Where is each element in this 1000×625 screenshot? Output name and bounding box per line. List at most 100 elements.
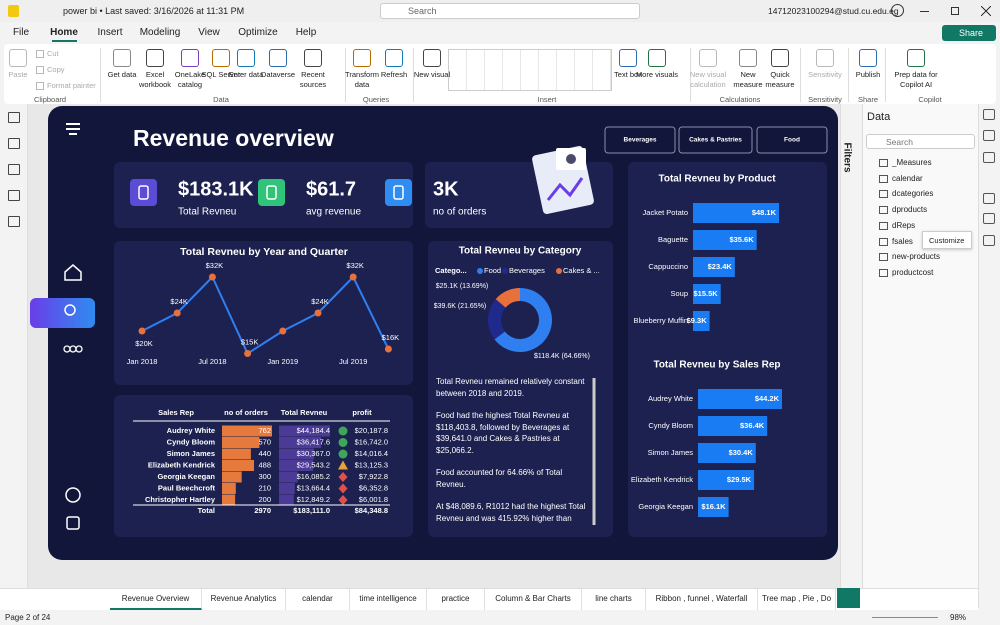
menu-item[interactable]: View [198,27,220,38]
ribbon-separator [413,48,414,102]
ribbon-item[interactable]: New measure [733,70,763,89]
nav-icon[interactable] [8,112,20,123]
ribbon-icon [739,49,757,67]
user-account[interactable]: 14712023100294@stud.cu.edu.eg [768,6,899,16]
ribbon-item[interactable]: Publish [855,70,881,79]
ribbon-item[interactable]: Paste [8,70,28,79]
page-tab[interactable]: Column & Bar Charts [485,589,582,610]
avatar[interactable] [891,4,904,17]
ribbon-item[interactable]: Copy [47,65,65,74]
share-text: Share [959,28,984,38]
tab-bar [0,588,978,610]
field-icon [879,268,888,277]
ribbon-group-label: Copilot [918,95,942,104]
nav-icon[interactable] [8,216,20,227]
pane-icon[interactable] [983,109,995,120]
nav-icon[interactable] [8,138,20,149]
field[interactable]: productcost [892,267,934,277]
narrative-paragraph: Food had the highest Total Revneu at $11… [436,411,570,455]
ribbon-item[interactable]: New visual calculation [689,70,727,89]
data-pane [862,104,978,608]
field[interactable]: _Measures [892,158,932,167]
ribbon-item[interactable]: Enter data [228,70,264,79]
menu-item[interactable]: Home [50,27,78,38]
field[interactable]: calendar [892,173,923,183]
ribbon-item[interactable]: Format painter [47,81,96,90]
ribbon-separator [345,48,346,102]
page-tab[interactable]: Ribbon , funnel , Waterfall [646,589,758,610]
page-tab[interactable]: Revenue Analytics [202,589,286,610]
home-underline [52,40,77,42]
ribbon-item[interactable]: Cut [47,49,59,58]
ribbon-item[interactable]: Refresh [380,70,408,79]
ribbon-item[interactable]: New visual [413,70,451,79]
filters-label[interactable]: Filters [841,142,853,173]
add-page[interactable] [837,588,860,608]
page-tab[interactable]: Revenue Overview [110,589,202,610]
page-tab[interactable]: calendar [286,589,350,610]
ribbon-item[interactable]: Quick measure [765,70,795,89]
ribbon-group-label: Share [857,95,879,104]
ribbon-icon [9,49,27,67]
right-strip [978,104,1000,608]
ribbon-icon [146,49,164,67]
ribbon-icon [859,49,877,67]
visual-gallery[interactable] [448,49,612,91]
ribbon-item[interactable]: Transform data [345,70,379,89]
data-search[interactable] [866,134,975,149]
ribbon-item[interactable]: SQL Server [201,70,241,79]
ribbon-icon [619,49,637,67]
field[interactable]: fsales [892,236,913,246]
filters-strip[interactable] [840,104,862,588]
pane-icon[interactable] [983,130,995,141]
narrative-paragraph: At $48,089.6, R1012 had the highest Tota… [436,502,586,523]
ribbon-item[interactable]: Prep data for Copilot AI [894,70,938,89]
ribbon-icon [237,49,255,67]
field[interactable]: new-products [892,252,941,262]
search-box[interactable] [380,3,640,19]
field[interactable]: dproducts [892,205,928,215]
pane-icon[interactable] [983,235,995,246]
ribbon-group-label: Sensitivity [808,95,842,104]
field[interactable]: dReps [892,220,916,230]
page-tab[interactable]: time intelligence [350,589,427,610]
ribbon-icon [699,49,717,67]
maximize[interactable] [951,7,959,15]
pane-icon[interactable] [983,193,995,204]
ribbon-icon [36,50,44,58]
ribbon-item[interactable]: OneLake catalog [174,70,206,89]
data-title: Data [867,111,891,123]
menu-item[interactable]: Optimize [238,27,278,38]
minimize[interactable] [920,11,929,12]
zoom-slider[interactable] [872,617,938,618]
share-button[interactable] [942,25,996,41]
ribbon-icon [907,49,925,67]
menu-item[interactable]: File [12,27,30,38]
ribbon-item[interactable]: Get data [107,70,137,79]
ribbon-icon [304,49,322,67]
nav-icon[interactable] [8,164,20,175]
page-tab[interactable]: line charts [582,589,646,610]
pane-icon[interactable] [983,213,995,224]
menu-item[interactable]: Insert [97,27,123,38]
menu-item[interactable]: Modeling [139,27,181,38]
page-tab[interactable]: practice [427,589,485,610]
ribbon-item[interactable]: Sensitivity [808,70,842,79]
ribbon-icon [816,49,834,67]
ribbon-item[interactable]: Recent sources [299,70,327,89]
ribbon-item[interactable]: Dataverse [260,70,296,79]
narrative: Total Revneu remained relatively constan… [436,376,589,528]
menu-item[interactable]: Help [295,27,317,38]
ribbon-icon [36,82,44,90]
ribbon-item[interactable]: More visuals [635,70,679,79]
close[interactable] [981,6,991,16]
nav-icon[interactable] [8,190,20,201]
ribbon-item[interactable]: Text box [614,70,642,79]
pane-icon[interactable] [983,152,995,163]
ribbon-separator [690,48,691,102]
ribbon-item[interactable]: Excel workbook [138,70,172,89]
page-tab[interactable]: Tree map , Pie , Do [758,589,836,610]
field[interactable]: dcategories [892,189,934,199]
field-icon [879,206,888,215]
